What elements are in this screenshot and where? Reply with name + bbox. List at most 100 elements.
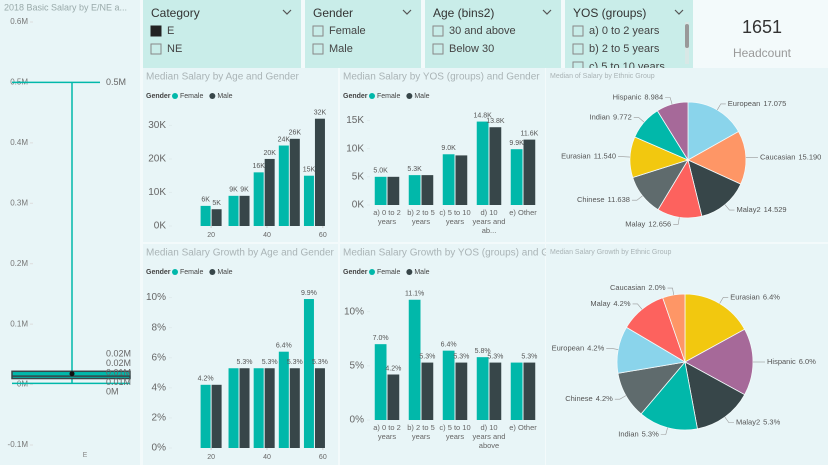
- pie-slice: [687, 131, 747, 185]
- leader-line: [724, 416, 734, 424]
- x-tick-label: c) 5 to 10 years: [439, 208, 471, 226]
- category-name: Malay: [625, 219, 645, 228]
- x-tick-label: b) 2 to 5 years: [407, 423, 435, 441]
- data-label: 5.3%: [487, 353, 503, 360]
- value-label: 0.5M: [106, 77, 126, 87]
- bar: [387, 176, 400, 205]
- data-label: 5.3%: [453, 353, 469, 360]
- value-label: 0.02M: [106, 349, 131, 359]
- data-label: 9K: [229, 187, 238, 194]
- category-name: Eurasian: [561, 152, 591, 161]
- data-label: Eurasian 6.4%: [730, 292, 780, 301]
- slice-value: 11.540: [594, 152, 616, 161]
- bar: [476, 357, 489, 420]
- data-label: 9.9%: [301, 290, 317, 297]
- chart-title: Median Salary Growth by Ethnic Group: [550, 249, 671, 256]
- checkbox[interactable]: [432, 43, 444, 55]
- bar: [387, 374, 400, 420]
- checkbox[interactable]: [572, 43, 584, 55]
- data-label: Hispanic 8.984: [613, 92, 664, 101]
- y-tick-label: 6%: [152, 352, 167, 363]
- x-tick-label: d) 10 years and above: [472, 423, 506, 450]
- bar: [408, 175, 421, 205]
- data-label: 5.3%: [262, 359, 278, 366]
- bar: [314, 118, 325, 226]
- bar: [489, 127, 502, 205]
- legend-swatch: [209, 93, 216, 99]
- x-tick-label-box: b) 2 to 5 years: [407, 208, 435, 226]
- data-label: Malay 12.656: [625, 219, 671, 228]
- y-tick-label: 30K: [148, 120, 166, 131]
- slicer-item[interactable]: b) 2 to 5 years: [589, 43, 660, 55]
- bar: [228, 368, 239, 448]
- bar: [442, 154, 455, 205]
- slice-value: 8.984: [644, 92, 663, 101]
- bar: [510, 149, 523, 205]
- bar: [442, 350, 455, 420]
- slice-value: 4.2%: [613, 299, 630, 308]
- data-label: 11.1%: [405, 291, 424, 298]
- slicer-item[interactable]: a) 0 to 2 years: [589, 25, 660, 37]
- bar: [211, 384, 222, 448]
- slicer-item[interactable]: Below 30: [449, 43, 494, 55]
- pie-slice: [684, 361, 746, 430]
- y-tick-label: 2%: [152, 413, 167, 424]
- data-label: 9.0K: [441, 145, 456, 152]
- bar: [489, 362, 502, 420]
- checkbox[interactable]: [432, 25, 444, 37]
- data-label: 15K: [303, 167, 316, 174]
- value-label: 0.02M: [106, 358, 131, 368]
- chart-title: Median Salary by Age and Gender: [146, 72, 300, 83]
- value-label: 0.01M: [106, 377, 131, 387]
- data-label: 5K: [212, 200, 221, 207]
- data-label: 6.4%: [276, 343, 292, 350]
- chart-title: Median of Salary by Ethnic Group: [550, 73, 655, 80]
- slice-value: 9.772: [613, 113, 632, 122]
- card: [697, 0, 828, 68]
- data-label: Chinese 4.2%: [565, 394, 613, 403]
- legend-title: Gender: [343, 93, 368, 100]
- pie-slice: [640, 361, 698, 431]
- legend-label: Male: [217, 93, 232, 100]
- slice-value: 4.2%: [596, 394, 613, 403]
- checkbox[interactable]: [150, 43, 162, 55]
- dropdown-chevron: [542, 9, 552, 15]
- bar: [239, 368, 250, 448]
- x-tick-label: c) 5 to 10 years: [439, 423, 471, 441]
- y-tick-label: 0.1M: [10, 319, 28, 328]
- value-label: 0M: [106, 387, 119, 397]
- bar: [303, 175, 314, 226]
- legend-title: Gender: [343, 269, 368, 276]
- x-tick-label-box: a) 0 to 2 years: [373, 208, 401, 226]
- slicer-item[interactable]: 30 and above: [449, 25, 516, 37]
- slicer-item[interactable]: Male: [329, 43, 353, 55]
- slicer-item[interactable]: NE: [167, 43, 182, 55]
- slice-value: 4.2%: [587, 343, 604, 352]
- data-label: Indian 9.772: [590, 113, 632, 122]
- x-tick-label: a) 0 to 2 years: [373, 423, 401, 441]
- checkbox[interactable]: [312, 43, 324, 55]
- leader-line: [667, 287, 674, 295]
- checkbox[interactable]: [312, 25, 324, 37]
- data-label: 20K: [263, 150, 276, 157]
- data-label: 5.0K: [373, 168, 388, 175]
- bar: [264, 158, 275, 226]
- checkbox[interactable]: [572, 25, 584, 37]
- legend-swatch: [209, 269, 216, 275]
- slice-value: 14.529: [764, 205, 787, 214]
- data-label: Malay 4.2%: [590, 299, 630, 308]
- legend-label: Male: [414, 269, 429, 276]
- slicer-item[interactable]: Female: [329, 25, 366, 37]
- data-label: 4.2%: [385, 365, 401, 372]
- bar: [211, 209, 222, 226]
- bar: [289, 138, 300, 226]
- slice-value: 2.0%: [648, 283, 665, 292]
- data-label: 9.9K: [509, 140, 524, 147]
- card-label: Headcount: [733, 46, 792, 60]
- bar: [278, 351, 289, 448]
- slicer-item[interactable]: E: [167, 25, 174, 37]
- slice-value: 17.075: [763, 99, 786, 108]
- checkbox[interactable]: [150, 25, 162, 37]
- y-tick-label: 0.3M: [10, 198, 28, 207]
